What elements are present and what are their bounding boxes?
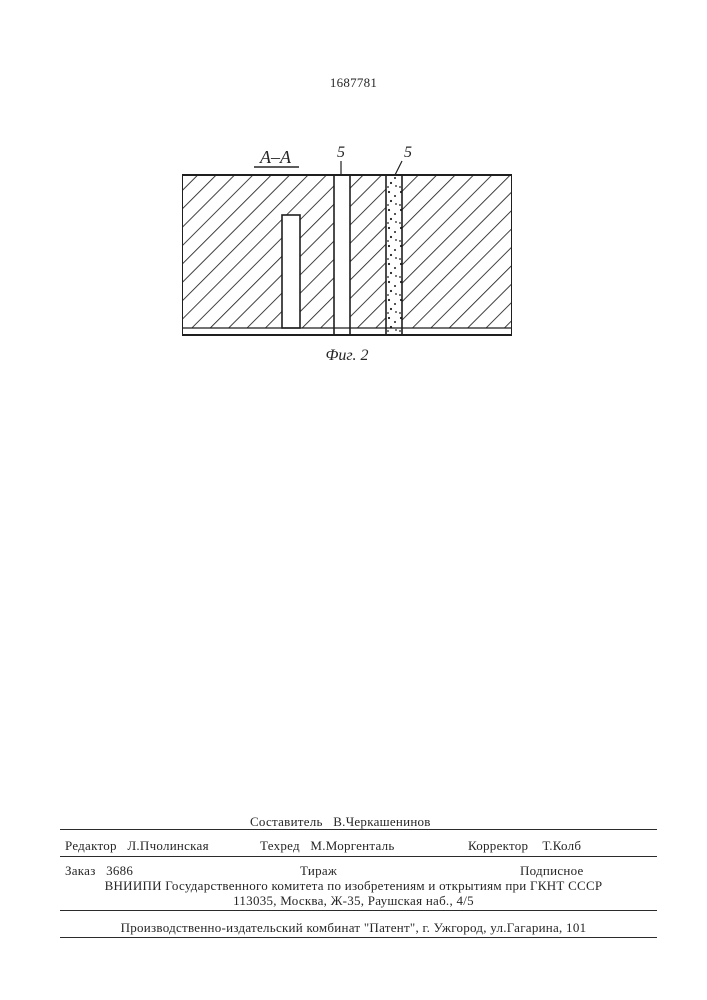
corrector-label: Корректор	[468, 838, 528, 853]
techred-label: Техред	[260, 838, 300, 853]
editor-name: Л.Пчолинская	[127, 838, 208, 853]
rule-0	[60, 829, 657, 830]
figure-svg: А–А 5 5 Фиг. 2	[182, 135, 512, 365]
page: 1687781	[0, 0, 707, 1000]
editor-label: Редактор	[65, 838, 117, 853]
rule-1	[60, 856, 657, 857]
rule-3	[60, 937, 657, 938]
figure-callout-5-right: 5	[404, 144, 412, 161]
vniipi-addr: 113035, Москва, Ж-35, Раушская наб., 4/5	[0, 893, 707, 909]
figure-2: А–А 5 5 Фиг. 2	[182, 135, 512, 365]
tirazh-label: Тираж	[300, 863, 337, 879]
press-line: Производственно-издательский комбинат "П…	[0, 920, 707, 936]
order-label: Заказ	[65, 863, 96, 878]
order-cell: Заказ 3686	[65, 863, 133, 879]
compiler-line: Составитель В.Черкашенинов	[250, 814, 431, 830]
techred-name: М.Моргенталь	[310, 838, 394, 853]
compiler-label: Составитель	[250, 814, 323, 829]
techred-cell: Техред М.Моргенталь	[260, 838, 395, 854]
patent-number: 1687781	[0, 75, 707, 91]
corrector-name: Т.Колб	[542, 838, 581, 853]
figure-caption: Фиг. 2	[326, 347, 369, 364]
compiler-name: В.Черкашенинов	[333, 814, 430, 829]
editor-cell: Редактор Л.Пчолинская	[65, 838, 209, 854]
rule-2	[60, 910, 657, 911]
vniipi-line: ВНИИПИ Государственного комитета по изоб…	[0, 878, 707, 894]
order-number: 3686	[106, 863, 133, 878]
figure-callout-5-left: 5	[337, 144, 345, 161]
subscription-label: Подписное	[520, 863, 584, 879]
figure-section-label: А–А	[259, 147, 292, 167]
corrector-cell: Корректор Т.Колб	[468, 838, 581, 854]
